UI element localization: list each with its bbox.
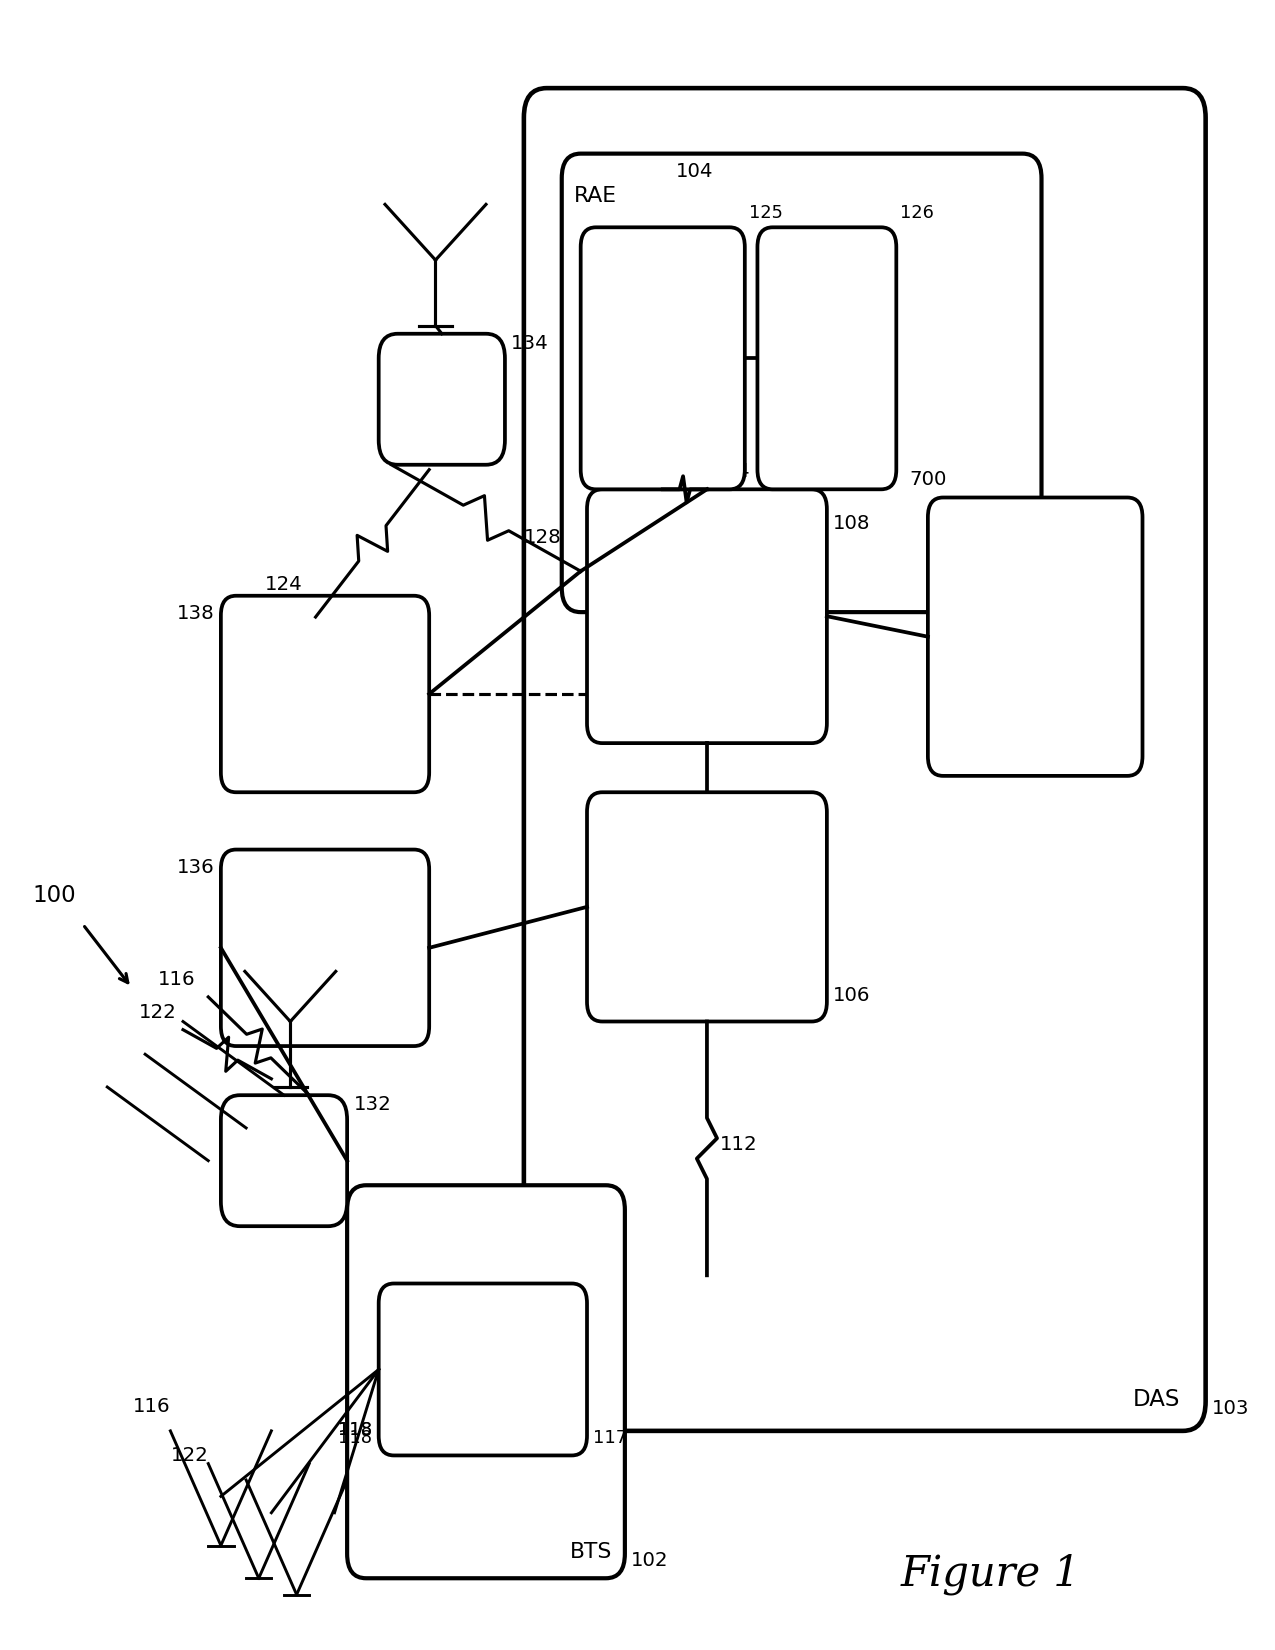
Text: Circuitry: Circuitry bbox=[792, 350, 862, 368]
Text: Antenna
Feed Int.: Antenna Feed Int. bbox=[446, 1350, 519, 1389]
Text: 108: 108 bbox=[833, 513, 871, 533]
Text: Network
Device: Network Device bbox=[286, 673, 365, 714]
Text: WCD: WCD bbox=[258, 1150, 311, 1172]
Text: 106: 106 bbox=[833, 987, 871, 1005]
Text: 110: 110 bbox=[770, 667, 807, 686]
Text: 134: 134 bbox=[511, 333, 550, 353]
Text: Figure 1: Figure 1 bbox=[901, 1553, 1081, 1594]
Text: 114: 114 bbox=[713, 462, 751, 482]
Text: 125: 125 bbox=[748, 205, 783, 223]
Text: Signal
Conditioner: Signal Conditioner bbox=[650, 596, 764, 637]
Text: 118: 118 bbox=[338, 1429, 372, 1447]
Text: BTS-SC: BTS-SC bbox=[667, 898, 747, 917]
Text: 124: 124 bbox=[265, 574, 303, 594]
Text: 118: 118 bbox=[338, 1421, 372, 1439]
Text: 103: 103 bbox=[1213, 1399, 1250, 1417]
Text: WCD: WCD bbox=[414, 389, 469, 409]
Text: 127: 127 bbox=[599, 497, 638, 515]
Text: 126: 126 bbox=[900, 205, 935, 223]
Text: 138: 138 bbox=[177, 604, 214, 624]
Text: SC-RAE: SC-RAE bbox=[994, 627, 1075, 647]
Text: 104: 104 bbox=[676, 162, 713, 182]
Text: 122: 122 bbox=[171, 1445, 208, 1465]
Text: 118: 118 bbox=[338, 1421, 372, 1439]
FancyBboxPatch shape bbox=[562, 153, 1042, 612]
FancyBboxPatch shape bbox=[580, 228, 745, 490]
Text: Antenna
Feed Int.: Antenna Feed Int. bbox=[627, 338, 699, 378]
Text: 122: 122 bbox=[139, 1003, 177, 1021]
Text: 128: 128 bbox=[524, 528, 562, 546]
Text: 117: 117 bbox=[593, 1429, 627, 1447]
Text: 700: 700 bbox=[909, 470, 946, 490]
FancyBboxPatch shape bbox=[524, 87, 1206, 1431]
Text: DAS: DAS bbox=[1133, 1388, 1181, 1411]
Text: 100: 100 bbox=[32, 884, 75, 908]
FancyBboxPatch shape bbox=[221, 1096, 347, 1226]
Text: RAE: RAE bbox=[574, 186, 617, 206]
Text: 116: 116 bbox=[133, 1398, 171, 1416]
Text: 116: 116 bbox=[158, 970, 195, 988]
Text: 112: 112 bbox=[719, 1135, 757, 1153]
FancyBboxPatch shape bbox=[347, 1185, 625, 1579]
FancyBboxPatch shape bbox=[379, 333, 505, 465]
Text: Network
Device: Network Device bbox=[286, 927, 365, 969]
FancyBboxPatch shape bbox=[928, 498, 1142, 776]
FancyBboxPatch shape bbox=[586, 792, 827, 1021]
FancyBboxPatch shape bbox=[221, 596, 430, 792]
Text: 102: 102 bbox=[631, 1551, 668, 1571]
Text: 132: 132 bbox=[353, 1096, 391, 1114]
FancyBboxPatch shape bbox=[379, 1284, 586, 1455]
Text: 136: 136 bbox=[177, 858, 214, 876]
FancyBboxPatch shape bbox=[757, 228, 896, 490]
Text: BTS: BTS bbox=[570, 1541, 612, 1563]
FancyBboxPatch shape bbox=[586, 490, 827, 742]
FancyBboxPatch shape bbox=[221, 850, 430, 1046]
